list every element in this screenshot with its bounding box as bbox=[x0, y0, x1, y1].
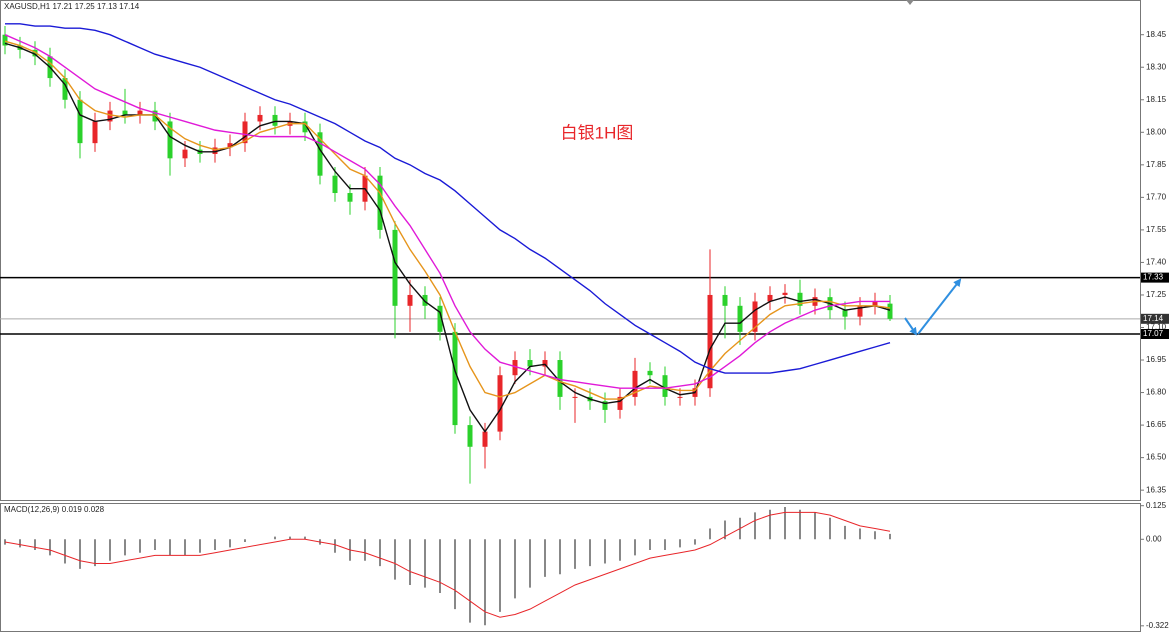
moving-average bbox=[4, 40, 891, 400]
candle-body bbox=[752, 301, 758, 332]
candle-body bbox=[302, 121, 308, 133]
price-panel bbox=[0, 0, 1141, 501]
candle-body bbox=[242, 121, 248, 144]
candle-body bbox=[527, 360, 533, 367]
candle-body bbox=[767, 294, 773, 302]
candle-body bbox=[407, 294, 413, 306]
candle-body bbox=[137, 110, 143, 115]
candle-body bbox=[602, 401, 608, 410]
candle-body bbox=[542, 360, 548, 367]
y-tick-label: 18.30 bbox=[1146, 62, 1167, 71]
candle-body bbox=[737, 305, 743, 332]
candle-body bbox=[62, 78, 68, 100]
candle-body bbox=[422, 294, 428, 306]
candle-body bbox=[452, 331, 458, 426]
y-tick-label: 18.15 bbox=[1146, 95, 1167, 104]
candle-body bbox=[77, 99, 83, 144]
price-tag bbox=[1141, 313, 1169, 324]
y-tick-label: 16.80 bbox=[1146, 388, 1167, 397]
y-tick-label: 16.50 bbox=[1146, 453, 1167, 462]
price-tag-label: 17.14 bbox=[1143, 314, 1164, 323]
annotation-arrow bbox=[917, 278, 962, 335]
y-tick-label: 17.85 bbox=[1146, 160, 1167, 169]
moving-average bbox=[4, 34, 890, 389]
candle-body bbox=[167, 121, 173, 159]
candle-body bbox=[92, 121, 98, 144]
candle-body bbox=[872, 301, 878, 306]
candle-body bbox=[227, 143, 233, 148]
candle-body bbox=[467, 425, 473, 447]
chart-title: 白银1H图 bbox=[561, 123, 634, 142]
shift-marker bbox=[906, 0, 914, 5]
candle-body bbox=[32, 49, 38, 57]
y-tick-label: 16.35 bbox=[1146, 485, 1167, 494]
candle-body bbox=[2, 34, 8, 46]
candle-body bbox=[512, 360, 518, 376]
candle-body bbox=[212, 147, 218, 154]
candle-body bbox=[722, 294, 728, 306]
candle-body bbox=[257, 114, 263, 122]
candle-body bbox=[707, 294, 713, 389]
candle-body bbox=[347, 193, 353, 202]
candle-body bbox=[497, 375, 503, 432]
y-tick-label: -0.322 bbox=[1146, 621, 1169, 630]
y-tick-label: 16.95 bbox=[1146, 355, 1167, 364]
y-tick-label: 0.125 bbox=[1146, 501, 1167, 510]
price-tag bbox=[1141, 329, 1169, 339]
annotation-arrow bbox=[904, 317, 918, 336]
candle-body bbox=[122, 110, 128, 115]
candle-body bbox=[677, 396, 683, 398]
y-tick-label: 18.00 bbox=[1146, 127, 1167, 136]
y-tick-label: 17.40 bbox=[1146, 258, 1167, 267]
candle-body bbox=[557, 360, 563, 397]
candle-body bbox=[662, 375, 668, 397]
candle-body bbox=[572, 396, 578, 398]
candle-body bbox=[437, 305, 443, 332]
candle-body bbox=[107, 110, 113, 122]
candle-body bbox=[377, 175, 383, 230]
plot: 18.45 18.30 18.15 18.00 17.85 17.70 17.55 17.40… bbox=[0, 23, 1169, 630]
y-tick-label: 17.55 bbox=[1146, 225, 1167, 234]
candle-body bbox=[797, 292, 803, 306]
macd-panel bbox=[0, 503, 1141, 632]
macd-header: MACD(12,26,9) 0.019 0.028 bbox=[4, 505, 105, 514]
signal-line bbox=[4, 511, 891, 618]
y-tick-label: 17.10 bbox=[1146, 323, 1167, 332]
candle-body bbox=[272, 114, 278, 126]
candle-body bbox=[482, 431, 488, 447]
candle-body bbox=[617, 396, 623, 410]
candle-body bbox=[392, 229, 398, 306]
y-tick-label: 0.00 bbox=[1146, 534, 1162, 543]
y-tick-label: 17.25 bbox=[1146, 290, 1167, 299]
price-tag bbox=[1141, 272, 1169, 283]
candle-body bbox=[887, 303, 893, 319]
candle-body bbox=[782, 292, 788, 295]
moving-average bbox=[5, 23, 891, 374]
y-tick-label: 18.45 bbox=[1146, 30, 1167, 39]
candle-body bbox=[632, 370, 638, 397]
candle-body bbox=[647, 370, 653, 376]
candle-body bbox=[317, 132, 323, 176]
candle-body bbox=[842, 310, 848, 317]
candle-body bbox=[857, 305, 863, 317]
y-tick-label: 16.65 bbox=[1146, 420, 1167, 429]
price-header: XAGUSD,H1 17.21 17.25 17.13 17.14 bbox=[4, 2, 140, 11]
candle-body bbox=[182, 149, 188, 159]
y-tick-label: 17.70 bbox=[1146, 192, 1167, 201]
price-tag-label: 17.07 bbox=[1143, 329, 1164, 338]
candle-body bbox=[332, 175, 338, 194]
price-tag-label: 17.33 bbox=[1143, 273, 1164, 282]
